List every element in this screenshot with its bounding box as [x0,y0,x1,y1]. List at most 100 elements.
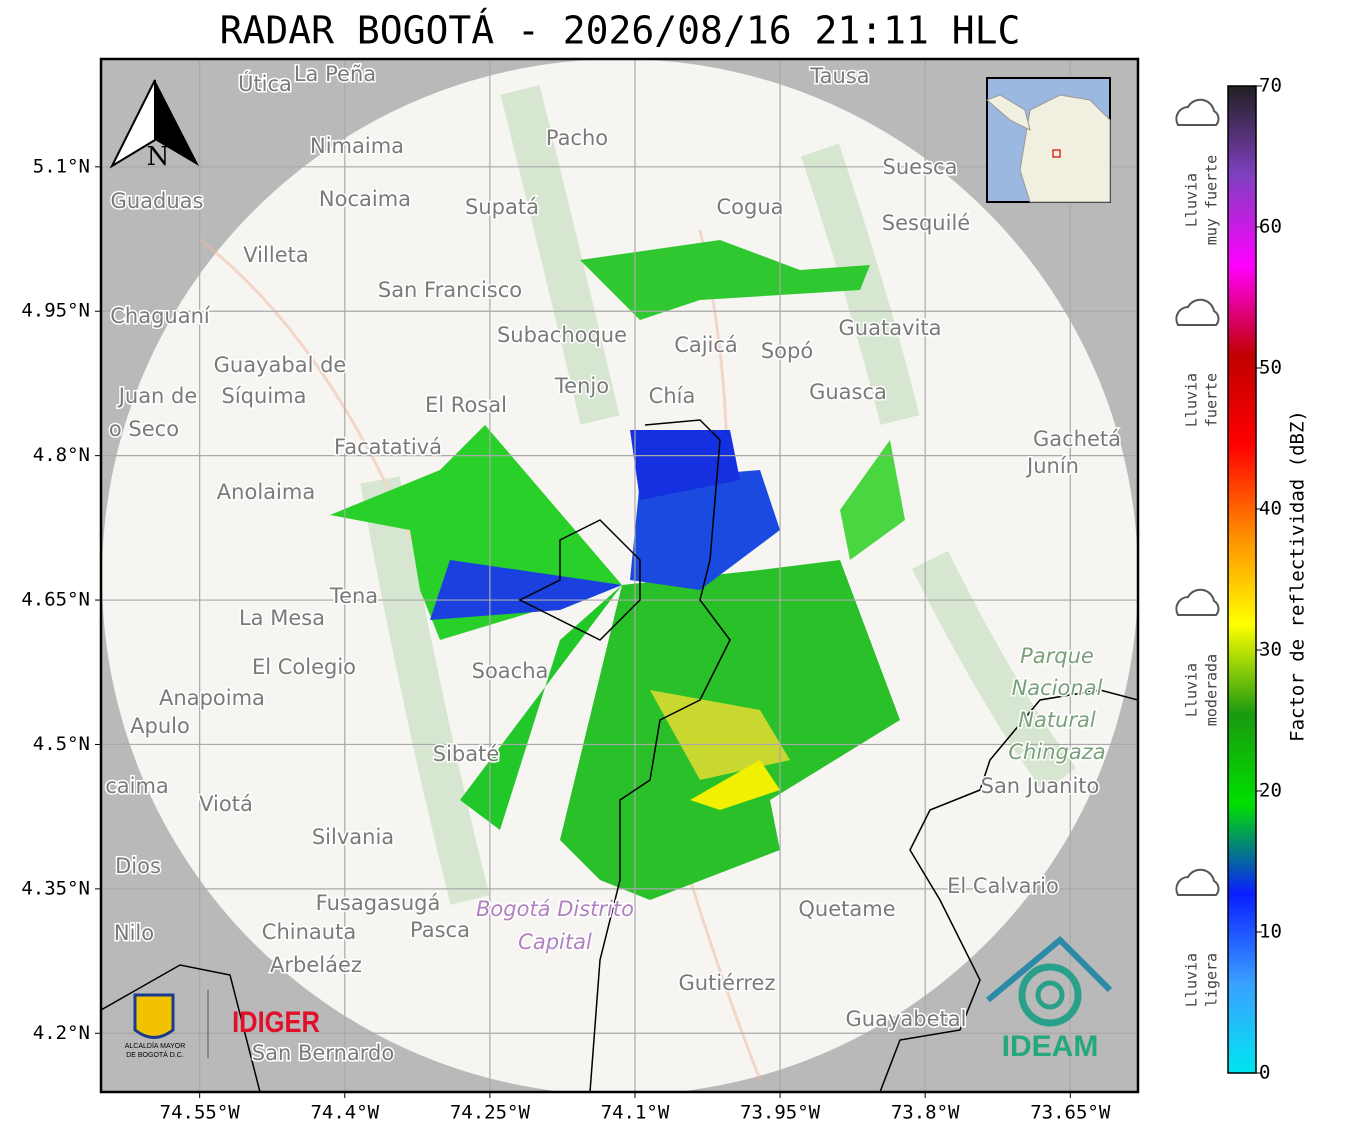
place-label: Suesca [883,155,958,179]
weather-icon [1175,588,1220,616]
place-label: Anolaima [217,480,315,504]
district-label: Bogotá Distrito [476,897,634,921]
place-label: Facatativá [334,435,442,459]
place-label: Silvania [312,825,394,849]
place-label: Cajicá [674,333,738,357]
plot-frame [99,57,1140,1094]
y-tick-label: 4.8°N [33,444,90,466]
place-label: Cogua [716,195,783,219]
alcaldia-text: DE BOGOTÁ D.C. [126,1050,184,1059]
place-label: Síquima [222,384,307,408]
y-tick-label: 4.95°N [21,300,90,322]
logo-alcaldia: ALCALDÍA MAYOR DE BOGOTÁ D.C. [125,990,209,1059]
place-label: caima [105,774,169,798]
x-tick-label: 74.1°W [601,1102,670,1124]
legend-item: Lluvia fuerte [1175,298,1221,427]
alcaldia-text: ALCALDÍA MAYOR [125,1041,186,1050]
place-label: La Mesa [239,606,325,630]
place-label: Arbeláez [270,953,362,977]
place-label: San Francisco [378,278,522,302]
place-label: San Juanito [981,774,1100,798]
colorbar-tick-label: 70 [1259,75,1282,97]
colorbar-tick-label: 30 [1259,639,1282,661]
place-label: Tausa [809,64,869,88]
radar-range [102,59,1138,1092]
place-label: El Colegio [252,655,356,679]
place-label: Soacha [472,659,549,683]
y-tick-label: 4.35°N [21,877,90,899]
title: RADAR BOGOTÁ - 2026/08/16 21:11 HLC [220,9,1021,53]
radar-echoes [330,240,905,900]
place-label: Chía [649,384,696,408]
place-label: Tena [329,584,378,608]
place-label: Dios [115,854,161,878]
place-label: Guasca [809,380,887,404]
legend-label: moderada [1203,654,1221,726]
map-area: Útica La Peña Tausa Pacho Nimaima Guaduas Noca… [101,59,1138,1092]
place-label: Guayabal de [214,353,347,377]
weather-icon [1175,298,1220,326]
place-label: Juan de [117,384,198,408]
place-label: Sibaté [433,742,500,766]
place-labels: Útica La Peña Tausa Pacho Nimaima Guaduas Noca… [104,61,1123,1067]
inset-map [986,77,1111,203]
place-label: Supatá [465,195,539,219]
legend-item: Lluvia ligera [1175,868,1221,1007]
legend-label: Lluvia [1183,173,1201,227]
place-label: Pacho [546,126,608,150]
colorbar-tick-label: 60 [1259,216,1282,238]
weather-icon [1175,98,1220,126]
place-label: Guatavita [839,316,942,340]
colorbar-tick-label: 10 [1259,921,1282,943]
place-label: Gutiérrez [679,971,776,995]
place-label: Guayabetal [846,1007,967,1031]
place-label: Villeta [243,243,308,267]
place-label: Nilo [114,921,154,945]
legend-item: Lluvia moderada [1175,588,1221,726]
legend-label: ligera [1203,953,1221,1007]
legend-label: muy fuerte [1203,155,1221,245]
legend-label: Lluvia [1183,663,1201,717]
colorbar-tick-label: 40 [1259,498,1282,520]
place-label: Fusagasugá [316,891,441,915]
district-label: Capital [518,930,592,954]
place-label: El Calvario [947,874,1059,898]
x-tick-label: 74.4°W [310,1102,379,1124]
x-tick-label: 74.55°W [160,1102,241,1124]
legend-item: Lluvia muy fuerte [1175,98,1221,245]
place-label: El Rosal [425,393,507,417]
place-label: Nimaima [310,134,404,158]
north-arrow: N [109,79,199,172]
place-label: Chinauta [262,920,356,944]
logo-ideam: IDEAM [986,935,1113,1063]
place-label: Subachoque [497,323,627,347]
logo-idiger: IDIGER [232,1005,320,1038]
x-tick-label: 74.25°W [450,1102,531,1124]
y-tick-label: 4.2°N [33,1022,90,1044]
place-label: Útica [238,71,292,96]
park-label: Parque [1020,644,1094,668]
boundaries [101,419,1138,1092]
y-tick-label: 4.65°N [21,589,90,611]
place-label: Anapoima [159,686,265,710]
place-label: Gachetá [1033,427,1121,451]
place-label: Sesquilé [882,211,970,235]
place-label: o Seco [109,417,179,441]
place-label: Viotá [199,792,253,816]
park-label: Natural [1018,708,1096,732]
y-tick-label: 5.1°N [33,155,90,177]
place-label: Guaduas [111,189,204,213]
place-label: Sopó [761,339,813,363]
place-label: Pasca [410,918,470,942]
place-label: Apulo [130,714,190,738]
x-tick-label: 73.95°W [740,1102,821,1124]
place-label: Chaguaní [110,304,211,328]
legend-label: Lluvia [1183,953,1201,1007]
colorbar-label: Factor de reflectividad (dBZ) [1287,410,1309,742]
place-label: La Peña [294,62,376,86]
colorbar-tick-label: 0 [1259,1062,1270,1084]
y-tick-label: 4.5°N [33,733,90,755]
legend-label: Lluvia [1183,373,1201,427]
x-tick-label: 73.8°W [891,1102,960,1124]
